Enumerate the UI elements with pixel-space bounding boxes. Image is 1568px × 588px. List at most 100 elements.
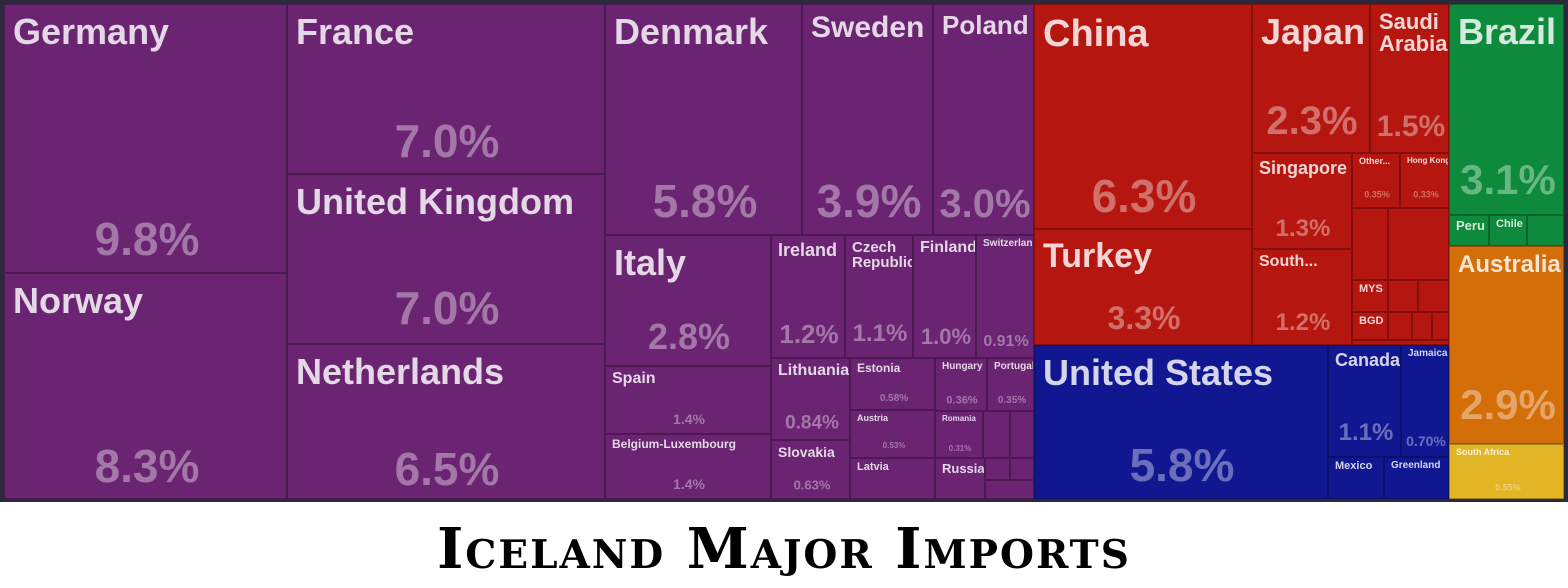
tile-label: Hong Kong [1407, 156, 1449, 165]
tile-bgd[interactable]: BGD [1352, 312, 1388, 340]
tile-percent: 1.2% [779, 319, 839, 349]
tile-estonia[interactable]: Estonia 0.58% [850, 358, 935, 410]
tile-slovakia[interactable]: Slovakia 0.63% [771, 440, 850, 499]
tile-germany[interactable]: Germany 9.8% [4, 4, 287, 273]
tile-russia[interactable]: Russia [935, 458, 985, 499]
tile-percent: 1.3% [1275, 215, 1331, 242]
tile-percent: 3.3% [1107, 300, 1181, 336]
tile-label: Ireland [778, 240, 838, 260]
tile-romania[interactable]: Romania 0.31% [935, 411, 983, 458]
tile-jamaica[interactable]: Jamaica 0.70% [1401, 345, 1449, 457]
tile-czech-republic[interactable]: Czech Republic 1.1% [845, 235, 913, 358]
tile-label: Czech Republic [852, 239, 913, 271]
treemap-subtile [1010, 458, 1034, 480]
tile-percent: 0.58% [879, 393, 909, 404]
tile-label: MYS [1359, 283, 1383, 295]
tile-italy[interactable]: Italy 2.8% [605, 235, 771, 366]
tile-singapore[interactable]: Singapore 1.3% [1252, 153, 1352, 249]
treemap-subtile [1352, 208, 1388, 280]
tile-turkey[interactable]: Turkey 3.3% [1034, 229, 1252, 345]
tile-label: Mexico [1335, 460, 1373, 472]
tile-south[interactable]: South... 1.2% [1252, 249, 1352, 345]
tile-percent: 5.8% [1129, 439, 1235, 491]
tile-percent: 1.2% [1275, 309, 1331, 336]
tile-chile[interactable]: Chile [1489, 215, 1527, 246]
tile-portugal[interactable]: Portugal 0.35% [987, 358, 1034, 411]
tile-label: Latvia [857, 461, 889, 473]
tile-label: Denmark [614, 11, 769, 52]
tile-label: BGD [1359, 315, 1384, 327]
tile-label: Austria [857, 413, 889, 423]
tile-china[interactable]: China 6.3% [1034, 4, 1252, 229]
tile-percent: 0.35% [997, 395, 1027, 406]
tile-percent: 1.1% [1338, 419, 1394, 446]
tile-denmark[interactable]: Denmark 5.8% [605, 4, 802, 235]
tile-percent: 1.5% [1376, 110, 1446, 143]
tile-canada[interactable]: Canada 1.1% [1328, 345, 1401, 457]
tile-saudi-arabia[interactable]: Saudi Arabia 1.5% [1370, 4, 1449, 153]
tile-label: Estonia [857, 361, 901, 375]
tile-hong-kong[interactable]: Hong Kong 0.33% [1400, 153, 1449, 208]
tile-japan[interactable]: Japan 2.3% [1252, 4, 1370, 153]
tile-greenland[interactable]: Greenland [1384, 457, 1449, 499]
tile-france[interactable]: France 7.0% [287, 4, 605, 174]
tile-spain[interactable]: Spain 1.4% [605, 366, 771, 434]
tile-lithuania[interactable]: Lithuania 0.84% [771, 358, 850, 440]
tile-australia[interactable]: Australia 2.9% [1449, 246, 1564, 444]
tile-percent: 3.9% [816, 175, 922, 227]
tile-label: Brazil [1458, 11, 1557, 52]
tile-label: Germany [13, 11, 170, 52]
tile-belgium-luxembourg[interactable]: Belgium-Luxembourg 1.4% [605, 434, 771, 499]
tile-percent: 8.3% [94, 440, 200, 492]
tile-poland[interactable]: Poland 3.0% [933, 4, 1034, 235]
tile-percent: 1.1% [852, 320, 908, 347]
tile-label: Belgium-Luxembourg [612, 437, 737, 451]
tile-label: Norway [13, 280, 144, 321]
tile-switzerland[interactable]: Switzerland 0.91% [976, 235, 1034, 358]
tile-finland[interactable]: Finland 1.0% [913, 235, 976, 358]
tile-label: Greenland [1391, 460, 1441, 471]
tile-label: Turkey [1043, 237, 1152, 275]
tile-label: Jamaica [1408, 348, 1448, 359]
tile-label: United Kingdom [296, 181, 574, 222]
tile-percent: 0.70% [1406, 433, 1446, 449]
treemap-subtile [1527, 215, 1564, 246]
tile-other[interactable]: Other... 0.35% [1352, 153, 1400, 208]
treemap-subtile [1010, 411, 1034, 458]
tile-percent: 3.0% [939, 182, 1031, 226]
tile-label: Lithuania [778, 362, 850, 379]
tile-netherlands[interactable]: Netherlands 6.5% [287, 344, 605, 499]
tile-austria[interactable]: Austria 0.53% [850, 410, 935, 458]
tile-label: Japan [1261, 11, 1366, 52]
tile-percent: 3.1% [1460, 156, 1556, 203]
tile-brazil[interactable]: Brazil 3.1% [1449, 4, 1564, 215]
tile-peru[interactable]: Peru [1449, 215, 1489, 246]
treemap-chart: Germany 9.8% Norway 8.3% France 7.0% United Ki… [0, 0, 1568, 502]
tile-percent: 6.5% [394, 443, 500, 495]
tile-mys[interactable]: MYS [1352, 280, 1388, 312]
tile-mexico[interactable]: Mexico [1328, 457, 1384, 499]
tile-united-states[interactable]: United States 5.8% [1034, 345, 1328, 499]
tile-label: Other... [1359, 156, 1391, 166]
tile-south-africa[interactable]: South Africa 0.55% [1449, 444, 1564, 499]
treemap-subtile [1388, 312, 1412, 340]
tile-latvia[interactable]: Latvia [850, 458, 935, 499]
tile-ireland[interactable]: Ireland 1.2% [771, 235, 845, 358]
tile-percent: 1.4% [673, 411, 705, 427]
tile-percent: 5.8% [652, 175, 758, 227]
tile-hungary[interactable]: Hungary 0.36% [935, 358, 987, 411]
tile-label: Canada [1335, 350, 1401, 370]
tile-united-kingdom[interactable]: United Kingdom 7.0% [287, 174, 605, 344]
chart-title: Iceland Major Imports [437, 516, 1131, 582]
tile-label: Australia [1458, 251, 1561, 278]
treemap-subtile [1432, 312, 1449, 340]
tile-norway[interactable]: Norway 8.3% [4, 273, 287, 499]
treemap-subtile [1418, 280, 1449, 312]
tile-label: Poland [942, 10, 1029, 40]
tile-label: China [1043, 13, 1149, 55]
tile-label: Switzerland [983, 238, 1034, 249]
treemap-subtile [985, 458, 1010, 480]
treemap-subtile [1412, 312, 1432, 340]
tile-sweden[interactable]: Sweden 3.9% [802, 4, 933, 235]
tile-label: Russia [942, 461, 985, 476]
